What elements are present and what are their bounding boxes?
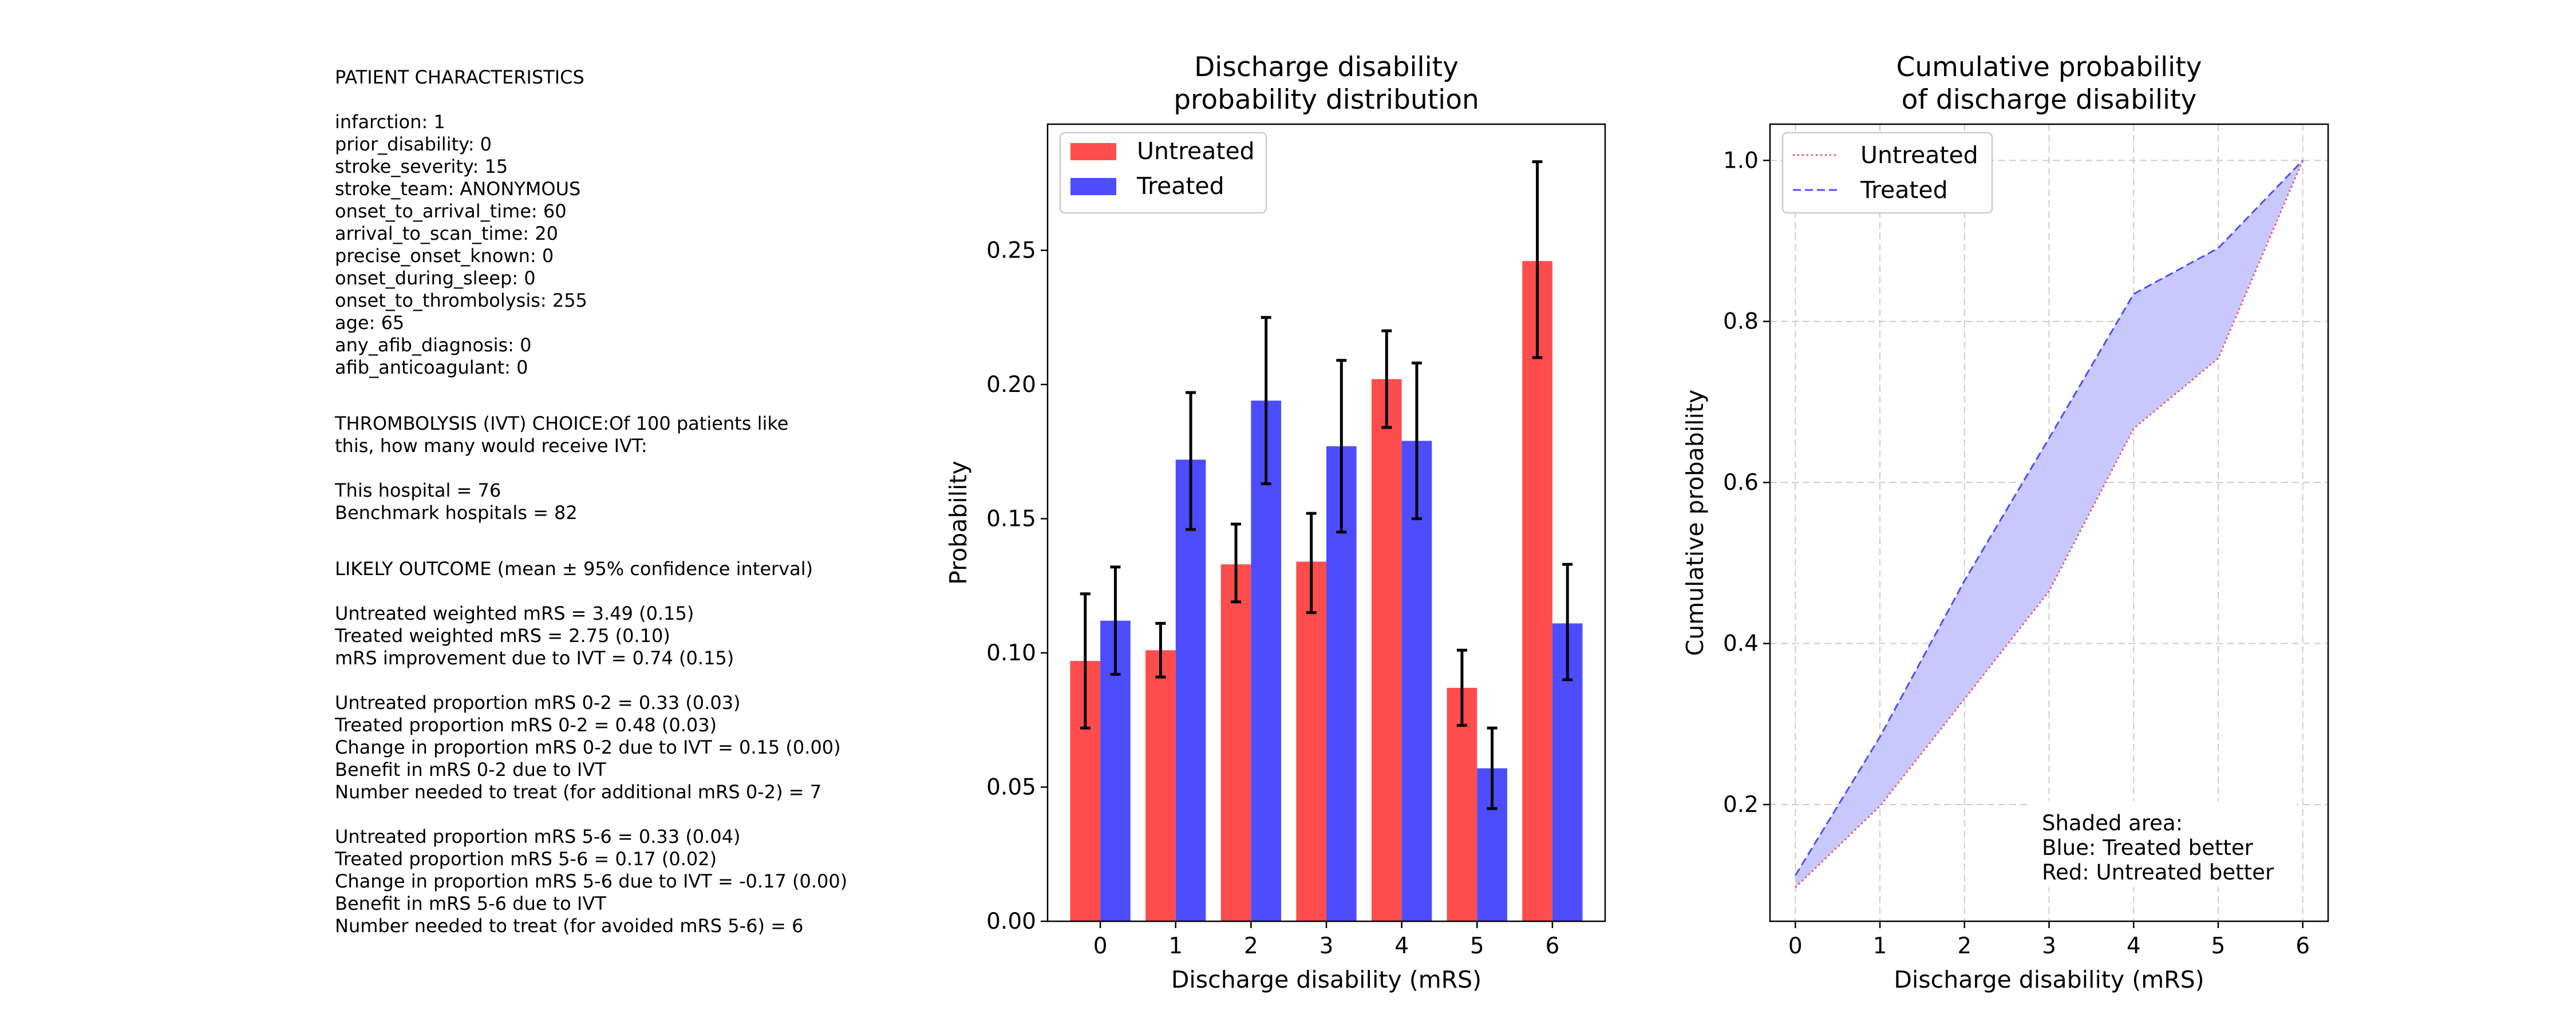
y-tick-label: 1.0 [1723, 148, 1759, 173]
x-tick-label: 2 [1957, 933, 1971, 959]
bar-untreated-2 [1220, 564, 1251, 921]
bar-treated-1 [1175, 459, 1206, 921]
x-tick-label: 0 [1093, 933, 1108, 959]
line-treated [1795, 160, 2304, 876]
bar-untreated-1 [1145, 650, 1176, 921]
legend-label: Untreated [1137, 137, 1255, 165]
bar-chart-group: 0.00 0.05 0.10 0.15 0.20 0.25 0 1 2 3 4 5 6 Discharge… [945, 52, 1606, 993]
y-tick-label: 0.4 [1723, 631, 1759, 657]
ivt-value: This hospital = 76 [335, 480, 501, 501]
legend-box [1781, 132, 1993, 214]
patient-characteristic: stroke_severity: 15 [335, 156, 508, 177]
legend: Untreated Treated [1781, 132, 1993, 214]
outcome-line: Untreated proportion mRS 5-6 = 0.33 (0.0… [335, 826, 741, 847]
outcome-line: Benefit in mRS 0-2 due to IVT [335, 759, 606, 781]
x-tick-label: 1 [1168, 933, 1183, 959]
x-axis-label: Discharge disability (mRS) [1171, 966, 1481, 993]
bar-treated-2 [1251, 401, 1282, 921]
ivt-value: Benchmark hospitals = 82 [335, 502, 578, 524]
x-tick-label: 3 [2042, 933, 2056, 959]
ivt-heading: this, how many would receive IVT: [335, 435, 647, 457]
legend-swatch-treated [1070, 178, 1116, 195]
outcome-line: Untreated weighted mRS = 3.49 (0.15) [335, 603, 694, 624]
bar-untreated-6 [1522, 261, 1552, 921]
patient-characteristic: onset_to_thrombolysis: 255 [335, 290, 587, 311]
patient-characteristic: onset_to_arrival_time: 60 [335, 200, 567, 222]
x-tick-label: 0 [1788, 933, 1803, 959]
patient-characteristic: infarction: 1 [335, 111, 445, 133]
patient-characteristic: afib_anticoagulant: 0 [335, 356, 528, 378]
outcome-line: mRS improvement due to IVT = 0.74 (0.15) [335, 647, 734, 669]
x-tick-label: 5 [2211, 933, 2226, 959]
chart-title: of discharge disability [1902, 84, 2197, 116]
patient-characteristic: stroke_team: ANONYMOUS [335, 178, 581, 200]
bar-untreated-3 [1296, 561, 1326, 921]
y-tick-label: 0.6 [1723, 470, 1759, 496]
chart-title: probability distribution [1174, 84, 1479, 116]
outcome-line: Benefit in mRS 5-6 due to IVT [335, 893, 606, 914]
patient-summary-panel: PATIENT CHARACTERISTICS infarction: 1 pri… [335, 66, 965, 937]
annotation-line: Shaded area: [2042, 811, 2183, 835]
annotation-box [2031, 801, 2297, 887]
patient-characteristic: arrival_to_scan_time: 20 [335, 223, 558, 244]
x-axis-label: Discharge disability (mRS) [1894, 966, 2204, 993]
y-tick-label: 0.8 [1723, 309, 1759, 335]
patient-characteristic: age: 65 [335, 312, 405, 334]
patient-characteristic: prior_disability: 0 [335, 133, 492, 155]
annotation-line: Blue: Treated better [2042, 835, 2254, 860]
line-untreated [1795, 160, 2304, 888]
patient-heading: PATIENT CHARACTERISTICS [335, 66, 584, 88]
outcome-line: Treated proportion mRS 0-2 = 0.48 (0.03) [335, 714, 717, 736]
outcome-line: Number needed to treat (for additional m… [335, 781, 822, 803]
patient-characteristic: onset_during_sleep: 0 [335, 267, 536, 289]
outcome-heading: LIKELY OUTCOME (mean ± 95% confidence in… [335, 558, 813, 580]
outcome-line: Untreated proportion mRS 0-2 = 0.33 (0.0… [335, 692, 741, 714]
x-tick-label: 4 [2127, 933, 2141, 959]
shaded-area [1795, 160, 2303, 888]
outcome-line: Number needed to treat (for avoided mRS … [335, 915, 804, 937]
bar-treated-4 [1401, 441, 1432, 921]
legend: Untreated Treated [1059, 132, 1267, 214]
chart-title: Cumulative probability [1897, 52, 2202, 83]
chart-title: Discharge disability [1194, 52, 1459, 83]
x-tick-label: 3 [1319, 933, 1334, 959]
outcome-line: Treated proportion mRS 5-6 = 0.17 (0.02) [335, 848, 717, 870]
outcome-line: Treated weighted mRS = 2.75 (0.10) [335, 625, 670, 647]
y-tick-label: 0.25 [986, 237, 1036, 263]
x-tick-label: 2 [1244, 933, 1258, 959]
y-axis-label: Probability [945, 461, 972, 585]
x-tick-label: 6 [2296, 933, 2310, 959]
x-tick-label: 6 [1545, 933, 1559, 959]
y-tick-label: 0.00 [986, 909, 1036, 934]
y-axis-label: Cumulative probability [1681, 390, 1709, 656]
legend-swatch-untreated [1070, 143, 1116, 160]
x-tick-label: 5 [1470, 933, 1484, 959]
ivt-heading: THROMBOLYSIS (IVT) CHOICE:Of 100 patient… [335, 413, 789, 434]
y-tick-label: 0.20 [986, 372, 1036, 398]
y-tick-label: 0.10 [986, 640, 1036, 666]
x-tick-label: 1 [1873, 933, 1887, 959]
legend-label: Treated [1860, 176, 1948, 204]
y-tick-label: 0.15 [986, 506, 1036, 532]
x-tick-label: 4 [1394, 933, 1409, 959]
y-tick-label: 0.2 [1723, 792, 1759, 818]
outcome-line: Change in proportion mRS 5-6 due to IVT … [335, 870, 848, 892]
annotation-line: Red: Untreated better [2042, 860, 2274, 885]
legend-label: Treated [1136, 172, 1224, 200]
legend-label: Untreated [1860, 141, 1978, 169]
patient-characteristic: precise_onset_known: 0 [335, 245, 554, 267]
y-tick-label: 0.05 [986, 774, 1036, 800]
bar-untreated-4 [1371, 379, 1402, 921]
patient-characteristic: any_afib_diagnosis: 0 [335, 334, 532, 356]
outcome-line: Change in proportion mRS 0-2 due to IVT … [335, 736, 841, 758]
cumulative-probability-line-chart: 0.2 0.4 0.6 0.8 1.0 0 1 2 3 4 5 6 Cumulative probabi… [1681, 52, 2329, 993]
